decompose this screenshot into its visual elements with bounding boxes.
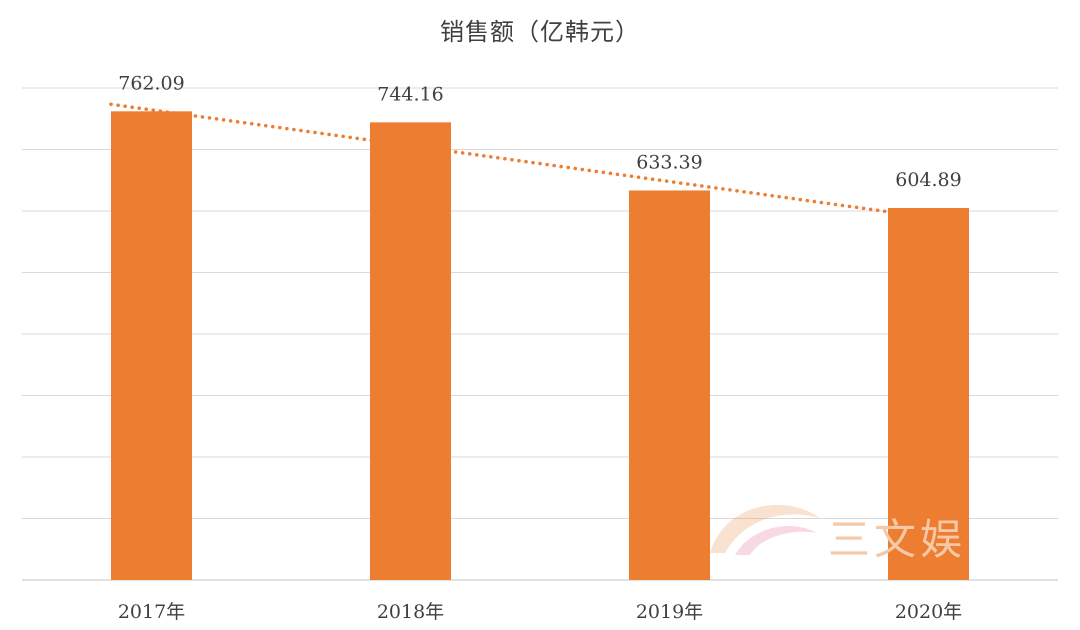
x-tick-label: 2020年 bbox=[895, 601, 962, 623]
bars bbox=[111, 111, 969, 581]
bar bbox=[888, 207, 969, 580]
chart-title: 销售额（亿韩元） bbox=[440, 18, 640, 46]
x-tick-label: 2019年 bbox=[636, 601, 703, 623]
watermark-logo-icon bbox=[710, 504, 820, 555]
x-tick-label: 2017年 bbox=[118, 601, 185, 623]
data-label: 604.89 bbox=[895, 169, 961, 191]
x-tick-labels: 2017年 2018年 2019年 2020年 bbox=[118, 601, 962, 623]
data-label: 633.39 bbox=[636, 151, 702, 173]
bar bbox=[629, 190, 710, 580]
x-tick-label: 2018年 bbox=[377, 601, 444, 623]
bar bbox=[111, 111, 192, 581]
data-label: 744.16 bbox=[377, 83, 443, 105]
data-label: 762.09 bbox=[118, 72, 184, 94]
trendline-line bbox=[109, 102, 890, 214]
bar bbox=[370, 122, 451, 580]
trendline bbox=[109, 102, 890, 214]
watermark-text: 三文娱 bbox=[828, 515, 967, 564]
data-labels: 762.09 744.16 633.39 604.89 bbox=[118, 72, 961, 191]
